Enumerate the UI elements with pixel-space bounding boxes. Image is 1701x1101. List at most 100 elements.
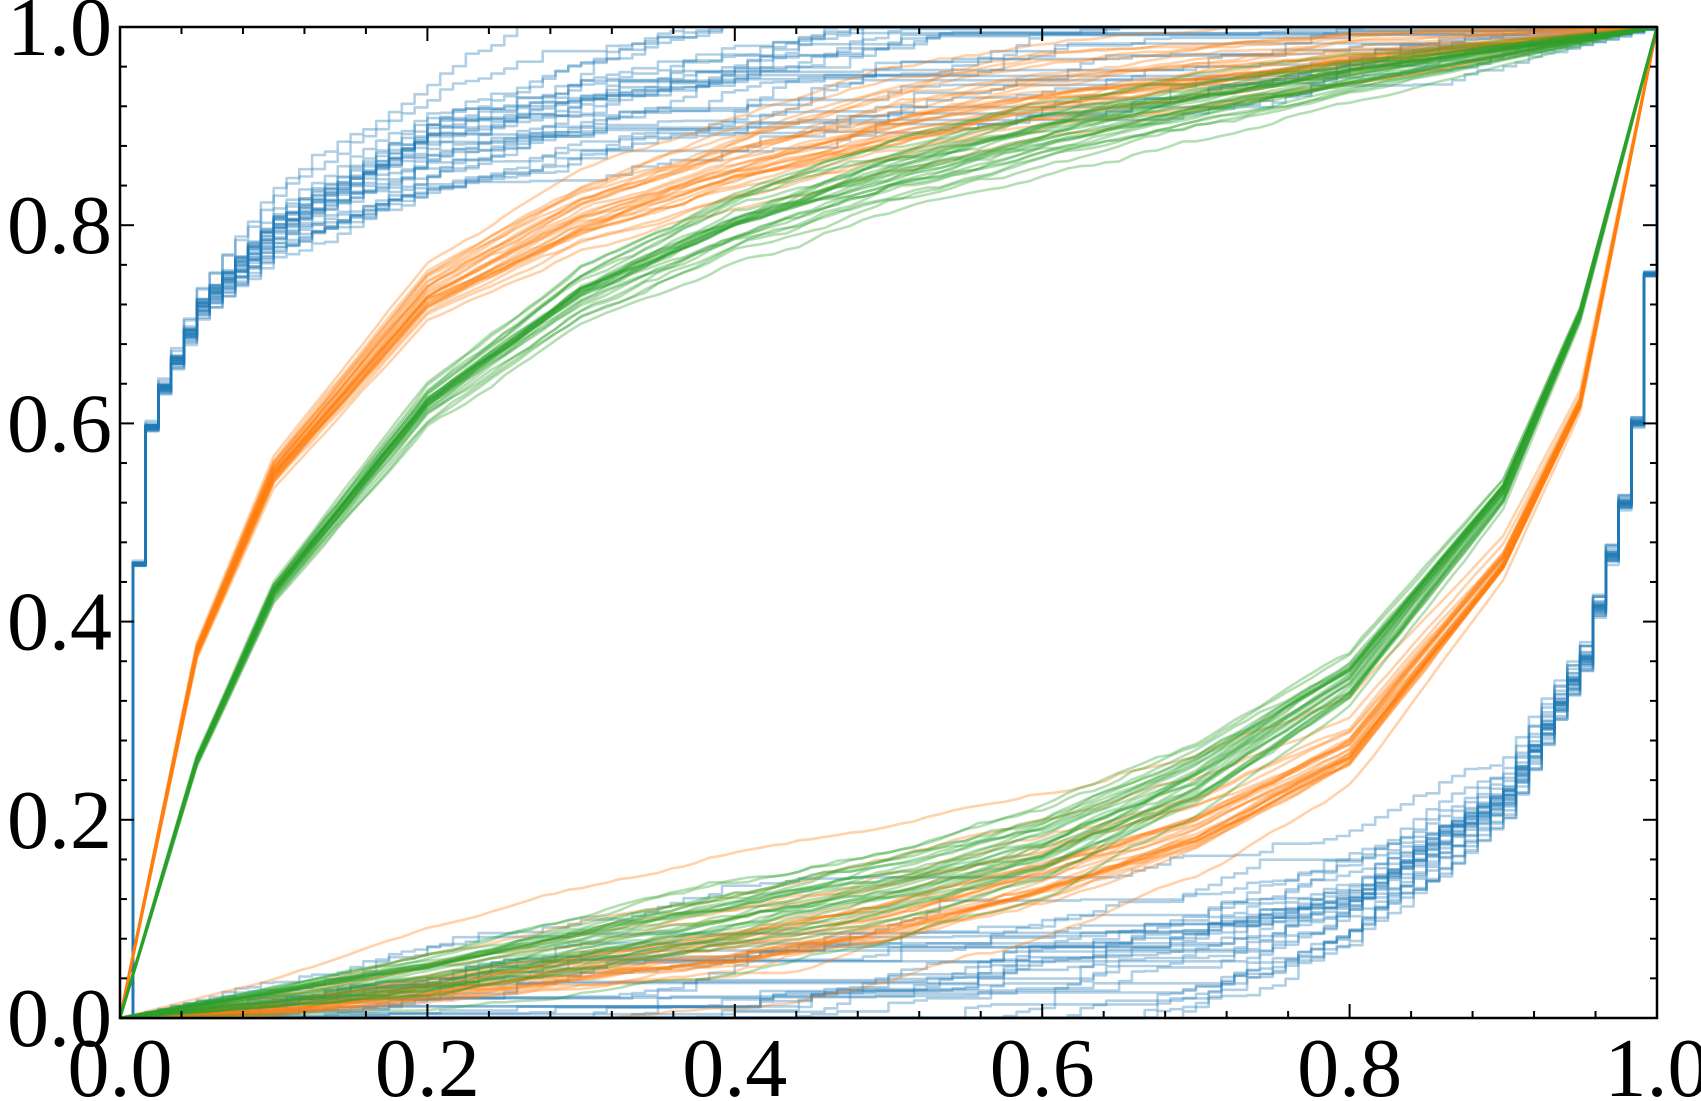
- orange-lower-line-12: [119, 26, 1659, 1020]
- green-lower-line-22: [119, 26, 1659, 1020]
- blue-lower-line-29: [120, 27, 1659, 1020]
- blue-upper-line-7: [120, 26, 1659, 1020]
- green-upper-line-22: [118, 25, 1658, 1019]
- green-upper-line-11: [118, 25, 1658, 1019]
- y-tick-label: 0.8: [7, 179, 112, 272]
- orange-upper-line-24: [118, 25, 1658, 1019]
- orange-upper-line-23: [118, 25, 1658, 1019]
- green-upper-line-0: [118, 25, 1658, 1019]
- green-lower-line-0: [119, 26, 1659, 1020]
- green-upper-line-1: [118, 25, 1658, 1019]
- y-tick-label: 0.6: [7, 377, 112, 470]
- y-tick-label: 0.2: [7, 774, 112, 867]
- green-lower-line-10: [119, 26, 1659, 1020]
- plot-frame: [118, 25, 1659, 1020]
- orange-upper-line-4: [118, 25, 1658, 1019]
- orange-upper-line-3: [118, 25, 1658, 1019]
- green-lower-line-24: [119, 26, 1659, 1020]
- green-lower-line-20: [119, 26, 1659, 1020]
- orange-lower-line-22: [119, 26, 1659, 1020]
- orange-upper-line-5: [118, 25, 1658, 1019]
- orange-lower-line-14: [119, 26, 1659, 1020]
- blue-lower-line-3: [120, 27, 1659, 1020]
- blue-upper-line-4: [120, 26, 1659, 1020]
- green-lower-line-14: [119, 26, 1659, 1020]
- orange-lower-line-8: [119, 26, 1659, 1020]
- orange-lower-line-29: [119, 26, 1659, 1020]
- green-upper-line-27: [118, 25, 1658, 1019]
- green-upper-line-17: [118, 25, 1658, 1019]
- green-lower-line-23: [119, 26, 1659, 1020]
- blue-lower-line-13: [120, 27, 1659, 1020]
- orange-lower-line-21: [119, 26, 1659, 1020]
- blue-upper-line-21: [120, 27, 1659, 1020]
- orange-upper-line-29: [118, 25, 1658, 1019]
- green-upper-line-23: [118, 25, 1658, 1019]
- green-lower-line-25: [119, 26, 1659, 1020]
- blue-lower-line-0: [120, 27, 1659, 1020]
- green-upper-line-14: [118, 25, 1658, 1019]
- y-tick-label: 0.0: [7, 972, 112, 1065]
- blue-lower-line-17: [120, 27, 1659, 1020]
- blue-lower-line-24: [120, 27, 1659, 1020]
- blue-upper-line-29: [120, 27, 1659, 1020]
- green-lower-line-8: [119, 26, 1659, 1020]
- green-upper-line-6: [118, 25, 1658, 1019]
- green-upper-line-21: [118, 25, 1658, 1019]
- blue-lower-line-9: [120, 27, 1659, 1020]
- blue-upper-line-25: [120, 27, 1659, 1020]
- orange-upper-line-21: [118, 25, 1658, 1019]
- green-lower-line-12: [119, 26, 1659, 1020]
- green-upper-line-25: [118, 25, 1658, 1019]
- green-lower-line-3: [119, 26, 1659, 1020]
- orange-upper-line-25: [118, 25, 1658, 1019]
- orange-lower-line-1: [119, 26, 1659, 1020]
- blue-upper-line-24: [120, 26, 1659, 1020]
- green-lower-line-16: [119, 26, 1659, 1020]
- orange-lower-line-10: [119, 26, 1659, 1020]
- green-upper-line-29: [118, 25, 1658, 1019]
- x-tick-label: 0.0: [68, 1022, 173, 1101]
- orange-upper-line-17: [118, 25, 1658, 1019]
- green-lower-line-6: [119, 26, 1659, 1020]
- orange-upper-line-27: [118, 25, 1658, 1019]
- orange-upper-line-16: [118, 25, 1658, 1019]
- blue-upper-line-10: [120, 25, 1657, 1020]
- green-lower-line-19: [119, 26, 1659, 1020]
- orange-lower-line-0: [119, 26, 1659, 1020]
- orange-lower-line-25: [119, 26, 1659, 1020]
- green-lower-line-18: [119, 26, 1659, 1020]
- green-lower-line-17: [119, 26, 1659, 1020]
- orange-upper-line-10: [118, 25, 1658, 1019]
- green-lower-line-29: [119, 26, 1659, 1020]
- blue-upper-line-28: [120, 27, 1659, 1020]
- blue-lower-line-18: [120, 27, 1659, 1020]
- green-upper-line-16: [118, 25, 1658, 1019]
- x-tick-label: 0.8: [1297, 1022, 1402, 1101]
- green-lower-line-21: [119, 26, 1659, 1020]
- orange-upper-line-1: [118, 25, 1658, 1019]
- blue-lower-line-20: [120, 27, 1659, 1020]
- blue-lower-line-11: [120, 27, 1659, 1020]
- blue-upper-line-27: [120, 27, 1659, 1020]
- blue-lower-line-28: [120, 27, 1659, 1020]
- orange-lower-line-4: [119, 26, 1659, 1020]
- x-tick-label: 0.4: [682, 1022, 787, 1101]
- green-lower-line-2: [119, 26, 1659, 1020]
- tick-labels-layer: 0.0 0.2 0.4 0.6 0.8 1.0 0.0 0.2 0.4 0.6 0.8 1.0: [7, 0, 1701, 1101]
- blue-lower-line-19: [120, 27, 1659, 1020]
- orange-upper-line-14: [118, 25, 1658, 1019]
- blue-upper-line-15: [120, 26, 1659, 1020]
- green-upper-line-18: [118, 25, 1658, 1019]
- x-tick-label: 1.0: [1605, 1022, 1701, 1101]
- orange-lower-line-16: [119, 26, 1659, 1020]
- green-upper-line-20: [118, 25, 1658, 1019]
- orange-lower-line-27: [119, 26, 1659, 1020]
- orange-upper-line-15: [118, 25, 1658, 1019]
- orange-upper-line-18: [118, 25, 1658, 1019]
- orange-upper-line-20: [118, 25, 1658, 1019]
- orange-upper-line-6: [118, 25, 1658, 1019]
- green-upper-line-7: [118, 25, 1658, 1019]
